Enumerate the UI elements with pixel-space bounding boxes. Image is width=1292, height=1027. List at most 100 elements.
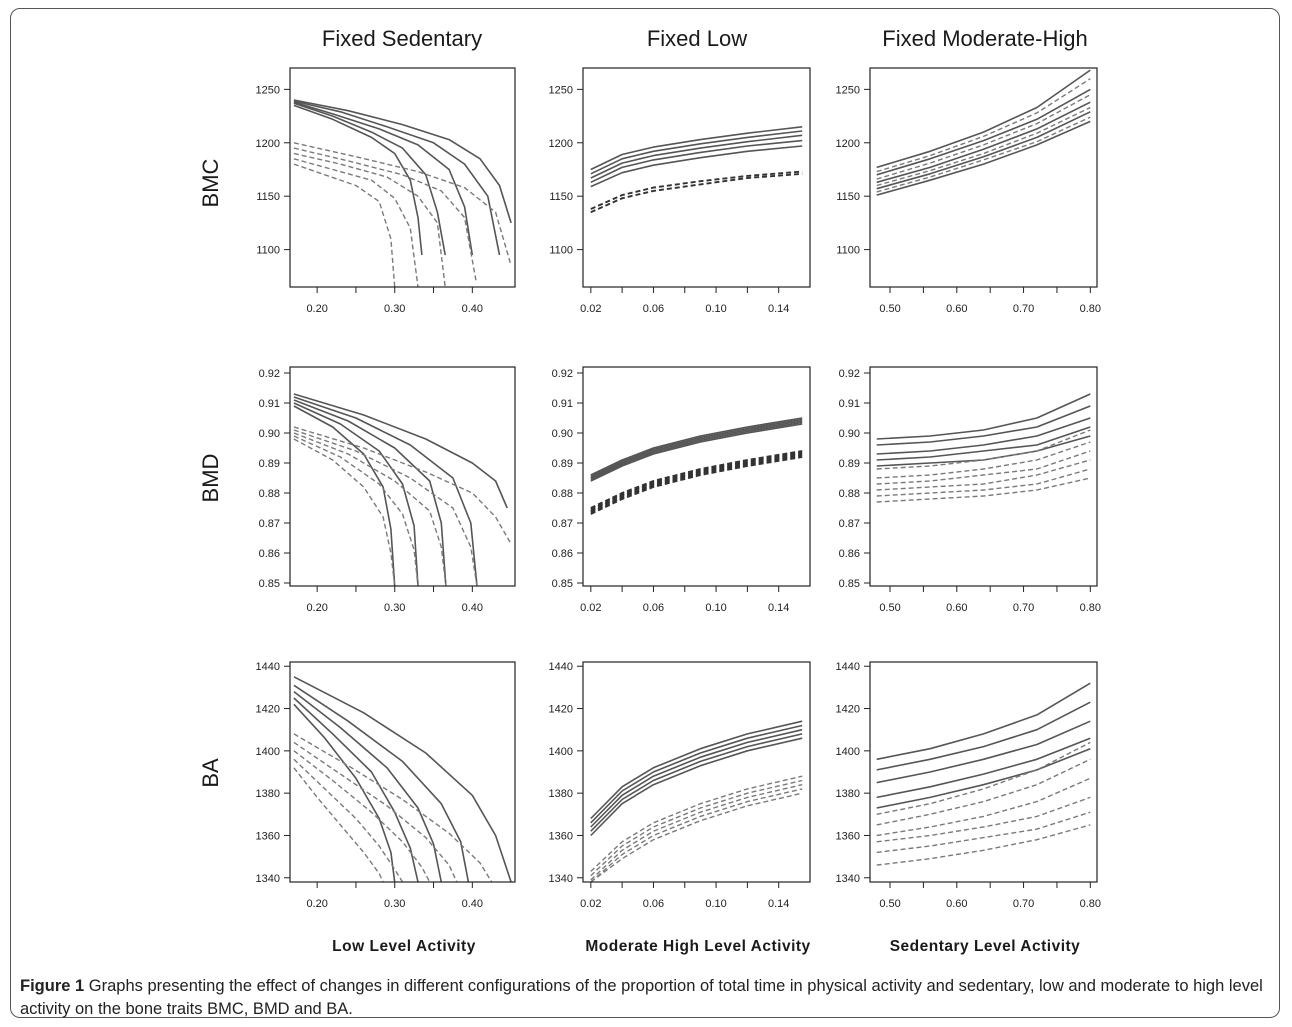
column-title-fixed-sedentary: Fixed Sedentary	[322, 26, 482, 51]
series-line-1	[876, 393, 1091, 440]
series-line-4	[876, 737, 1091, 799]
panel-ba-fixed-sedentary: 0.20 0.30 0.40 1340 1360 1380 1400 1420 1440	[256, 661, 516, 910]
y-tick-label: 1200	[549, 138, 573, 150]
x-tick-label: 0.02	[580, 602, 601, 614]
panels-layer: 0.20 0.30 0.40 1100 1150 1200 1250 0.02 0.06 0.10…	[256, 67, 1101, 910]
row-title-bmc: BMC	[198, 158, 223, 207]
y-tick-label: 1440	[256, 661, 280, 673]
series-line-1	[293, 104, 423, 256]
series-line-10	[590, 792, 803, 882]
x-tick-label: 0.10	[705, 602, 726, 614]
series-line-4	[590, 733, 803, 832]
y-tick-label: 0.89	[552, 458, 573, 470]
series-line-6	[590, 775, 803, 872]
y-tick-label: 1250	[256, 84, 280, 96]
series-line-8	[876, 777, 1091, 837]
series-line-9	[876, 459, 1091, 491]
x-tick-label: 0.60	[946, 303, 967, 315]
panel-border	[869, 366, 1098, 587]
y-tick-label: 1200	[256, 138, 280, 150]
y-tick-label: 0.92	[552, 368, 573, 380]
x-axis-title-moderate-high-level-activity: Moderate High Level Activity	[585, 938, 810, 955]
caption-text: Graphs presenting the effect of changes …	[20, 977, 1263, 1018]
series-line-7	[876, 94, 1091, 180]
panel-border	[289, 661, 516, 883]
series-line-3	[293, 101, 474, 256]
y-tick-label: 0.86	[259, 548, 280, 560]
x-tick-label: 0.06	[643, 303, 664, 315]
series-line-10	[876, 468, 1091, 497]
figure-frame	[10, 8, 1280, 1018]
x-tick-label: 0.10	[705, 303, 726, 315]
panel-bmc-fixed-low: 0.02 0.06 0.10 0.14 1100 1150 1200 1250	[549, 67, 811, 315]
y-tick-label: 0.90	[552, 428, 573, 440]
series-line-8	[876, 106, 1091, 187]
y-tick-label: 0.85	[839, 578, 860, 590]
panel-series-group	[590, 720, 803, 882]
y-tick-label: 1380	[256, 788, 280, 800]
x-tick-label: 0.30	[384, 303, 405, 315]
panel-series-group	[293, 676, 512, 882]
y-tick-label: 0.91	[839, 398, 860, 410]
y-tick-label: 0.89	[839, 458, 860, 470]
series-line-5	[590, 737, 803, 837]
series-line-9	[876, 796, 1091, 843]
series-line-6	[876, 741, 1091, 815]
x-tick-label: 0.02	[580, 898, 601, 910]
panel-series-group	[293, 99, 512, 287]
series-line-10	[293, 733, 493, 882]
series-line-10	[590, 456, 803, 515]
row-title-bmd: BMD	[198, 454, 223, 503]
x-tick-label: 0.70	[1013, 898, 1034, 910]
x-tick-label: 0.40	[462, 602, 483, 614]
series-line-5	[293, 393, 508, 509]
series-line-6	[293, 767, 384, 882]
series-line-3	[590, 420, 803, 479]
x-tick-label: 0.30	[384, 898, 405, 910]
panel-bmd-fixed-moderate-high: 0.50 0.60 0.70 0.80 0.85 0.86 0.87 0.88 0.89 0.90…	[839, 366, 1101, 614]
series-line-7	[293, 158, 419, 287]
y-tick-label: 1380	[549, 788, 573, 800]
y-tick-label: 1200	[836, 138, 860, 150]
y-tick-label: 1420	[836, 704, 860, 716]
series-line-8	[876, 450, 1091, 485]
series-line-4	[876, 111, 1091, 190]
series-line-4	[293, 396, 478, 586]
y-tick-label: 1150	[256, 191, 280, 203]
y-tick-label: 1440	[836, 661, 860, 673]
series-line-11	[876, 824, 1091, 866]
caption-label: Figure 1	[20, 977, 85, 995]
series-line-8	[590, 453, 803, 512]
series-line-8	[293, 432, 447, 586]
y-tick-label: 1360	[549, 830, 573, 842]
x-tick-label: 0.10	[705, 898, 726, 910]
series-line-2	[876, 405, 1091, 446]
y-tick-label: 0.91	[259, 398, 280, 410]
series-line-6	[876, 78, 1091, 173]
series-line-5	[876, 120, 1091, 196]
y-tick-label: 1150	[549, 191, 573, 203]
series-line-5	[293, 676, 512, 882]
series-line-4	[293, 100, 501, 256]
y-tick-label: 1400	[549, 746, 573, 758]
series-line-8	[590, 784, 803, 881]
y-tick-label: 0.91	[552, 398, 573, 410]
series-line-2	[293, 102, 446, 256]
y-tick-label: 1340	[549, 873, 573, 885]
panel-series-group	[876, 682, 1091, 866]
y-tick-label: 1400	[256, 746, 280, 758]
y-tick-label: 1340	[836, 873, 860, 885]
panel-series-group	[590, 417, 803, 515]
panel-border	[289, 67, 516, 288]
series-line-5	[590, 423, 803, 482]
x-tick-label: 0.50	[879, 303, 900, 315]
y-tick-label: 0.86	[839, 548, 860, 560]
series-line-3	[293, 399, 447, 586]
figure-panels: Fixed Sedentary Fixed Low Fixed Moderate…	[198, 26, 1101, 955]
series-line-1	[293, 703, 396, 882]
y-tick-label: 1100	[549, 245, 573, 257]
series-line-5	[293, 99, 512, 224]
y-tick-label: 0.85	[552, 578, 573, 590]
series-line-6	[293, 438, 396, 586]
series-line-6	[293, 163, 396, 287]
